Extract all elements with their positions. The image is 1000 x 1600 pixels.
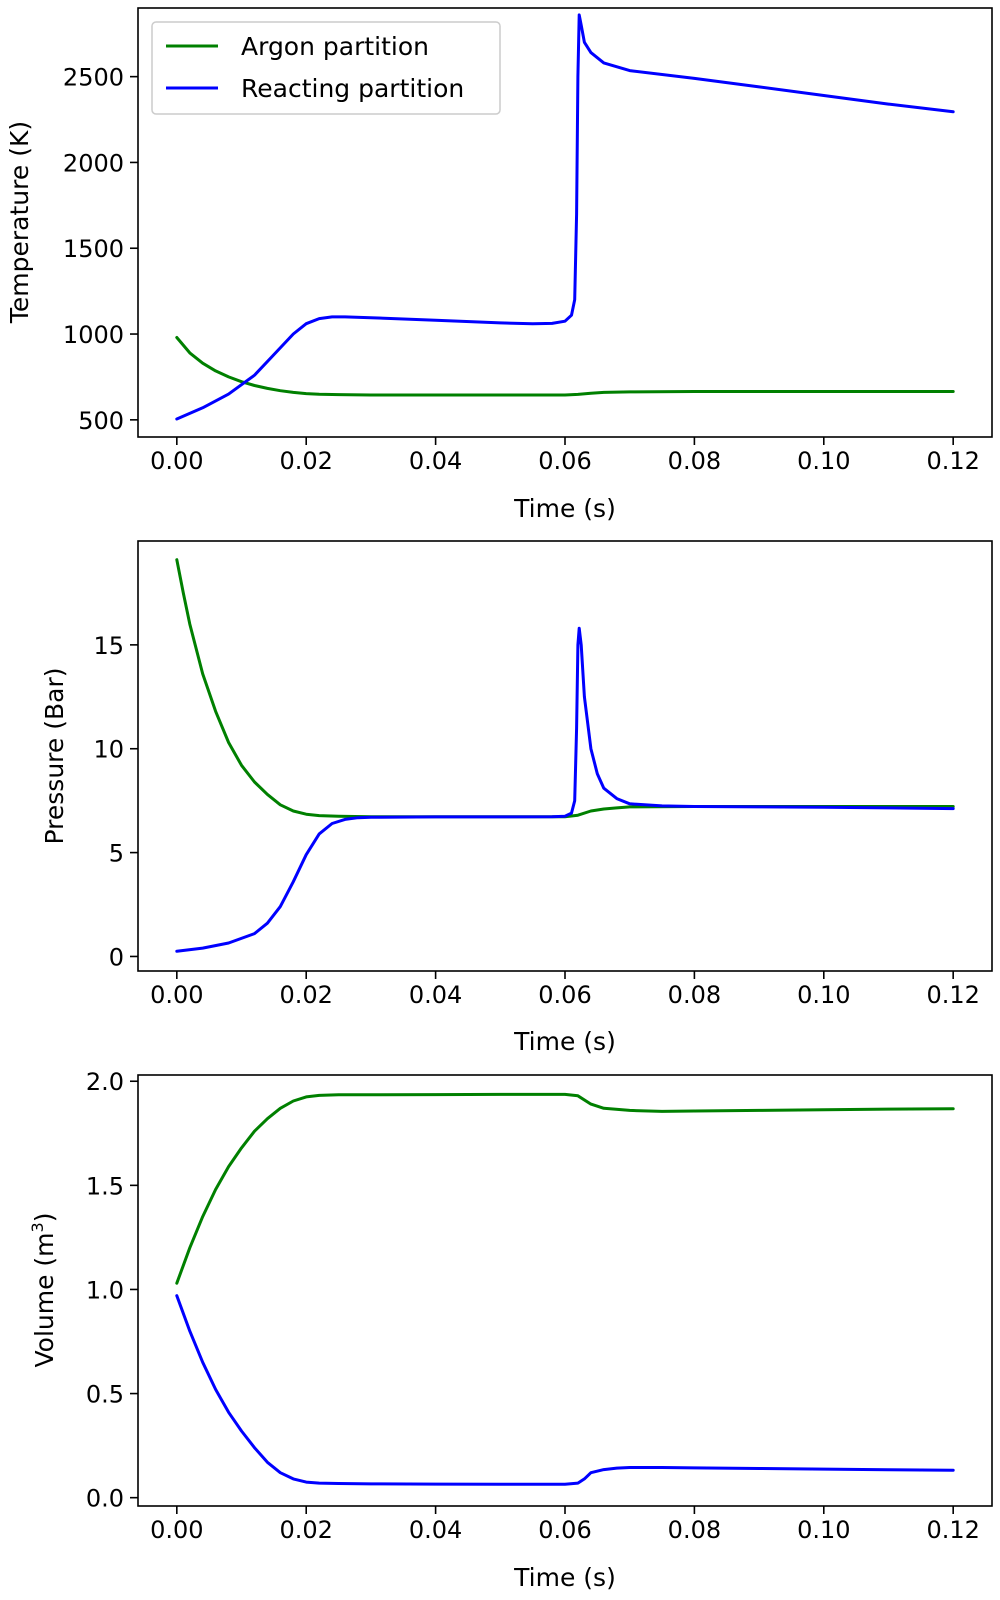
- temperature-y-axis-label: Temperature (K): [5, 121, 34, 324]
- temperature-y-tick-label: 500: [78, 407, 124, 435]
- pressure-y-axis-label: Pressure (Bar): [40, 668, 69, 845]
- volume-series-layer: [175, 1092, 955, 1486]
- temperature-x-tick-label: 0.06: [538, 447, 591, 475]
- pressure-axes-frame: [137, 540, 993, 972]
- temperature-x-tick-label: 0.12: [926, 447, 979, 475]
- temperature-y-tick-label: 2000: [63, 149, 124, 177]
- volume-y-tick-label: 2.0: [86, 1068, 124, 1096]
- pressure-x-tick-label: 0.04: [409, 981, 462, 1009]
- volume-axes-frame: [137, 1074, 993, 1507]
- volume-x-tick-label: 0.12: [926, 1516, 979, 1544]
- temperature-x-tick-label: 0.08: [668, 447, 721, 475]
- temperature-x-axis-label: Time (s): [513, 494, 616, 523]
- volume-x-tick-label: 0.02: [279, 1516, 332, 1544]
- volume-y-tick-label: 0.0: [86, 1485, 124, 1513]
- pressure-y-tick-label: 5: [109, 840, 124, 868]
- volume-y-axis-label-close: ): [30, 1213, 59, 1223]
- volume-y-axis-label-main: Volume (m: [30, 1232, 59, 1367]
- temperature-panel: 0.00 0.02 0.04 0.06 0.08 0.10 0.12 500 1000 1500 2…: [5, 7, 993, 523]
- temperature-series-layer: [175, 13, 955, 421]
- pressure-x-tick-label: 0.00: [150, 981, 203, 1009]
- pressure-x-tick-label: 0.10: [797, 981, 850, 1009]
- pressure-x-axis-label: Time (s): [513, 1027, 616, 1056]
- volume-series-reacting-partition: [175, 1294, 955, 1486]
- volume-y-axis-label: Volume (m3): [28, 1213, 59, 1368]
- temperature-y-tick-label: 2500: [63, 64, 124, 92]
- pressure-series-argon-partition: [175, 558, 955, 819]
- pressure-x-tick-label: 0.06: [538, 981, 591, 1009]
- volume-x-tick-label: 0.10: [797, 1516, 850, 1544]
- pressure-panel: 0.00 0.02 0.04 0.06 0.08 0.10 0.12 0 5 10 15 Time …: [40, 540, 993, 1056]
- volume-x-tick-label: 0.08: [668, 1516, 721, 1544]
- temperature-x-tick-label: 0.00: [150, 447, 203, 475]
- pressure-y-tick-label: 0: [109, 943, 124, 971]
- volume-x-tick-label: 0.04: [409, 1516, 462, 1544]
- pressure-series-reacting-partition: [175, 626, 955, 953]
- pressure-x-tick-label: 0.12: [926, 981, 979, 1009]
- temperature-y-tick-label: 1500: [63, 235, 124, 263]
- pressure-y-tick-label: 15: [93, 632, 124, 660]
- pressure-y-tick-label: 10: [93, 736, 124, 764]
- temperature-y-tick-label: 1000: [63, 321, 124, 349]
- volume-x-tick-label: 0.06: [538, 1516, 591, 1544]
- legend-label-argon: Argon partition: [241, 32, 429, 61]
- pressure-x-tick-label: 0.02: [279, 981, 332, 1009]
- volume-x-axis-label: Time (s): [513, 1563, 616, 1592]
- temperature-x-tick-label: 0.10: [797, 447, 850, 475]
- temperature-ticks-layer: 0.00 0.02 0.04 0.06 0.08 0.10 0.12 500 1000 1500 2…: [63, 64, 980, 475]
- volume-y-tick-label: 1.0: [86, 1276, 124, 1304]
- temperature-series-argon-partition: [175, 336, 955, 397]
- temperature-series-reacting-partition: [175, 13, 955, 421]
- pressure-x-tick-label: 0.08: [668, 981, 721, 1009]
- pressure-series-layer: [175, 558, 955, 953]
- legend: Argon partition Reacting partition: [151, 21, 501, 115]
- volume-y-tick-label: 1.5: [86, 1172, 124, 1200]
- volume-y-axis-label-superscript: 3: [28, 1222, 47, 1232]
- temperature-x-tick-label: 0.04: [409, 447, 462, 475]
- temperature-x-tick-label: 0.02: [279, 447, 332, 475]
- volume-y-tick-label: 0.5: [86, 1381, 124, 1409]
- volume-x-tick-label: 0.00: [150, 1516, 203, 1544]
- legend-label-reacting: Reacting partition: [241, 74, 464, 103]
- volume-series-argon-partition: [175, 1092, 955, 1285]
- volume-panel: 0.00 0.02 0.04 0.06 0.08 0.10 0.12 0.0 0.5 1.0 1.5…: [28, 1068, 993, 1592]
- volume-ticks-layer: 0.00 0.02 0.04 0.06 0.08 0.10 0.12 0.0 0.5 1.0 1.5…: [86, 1068, 980, 1544]
- pressure-ticks-layer: 0.00 0.02 0.04 0.06 0.08 0.10 0.12 0 5 10 15: [93, 632, 979, 1009]
- legend-box: [151, 21, 501, 115]
